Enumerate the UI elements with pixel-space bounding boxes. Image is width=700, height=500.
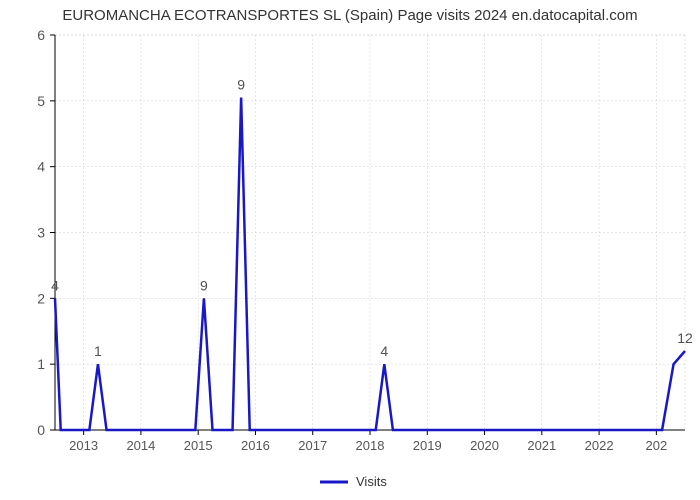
value-label: 4 — [51, 277, 59, 293]
x-tick-label: 2020 — [470, 438, 499, 453]
y-tick-label: 3 — [37, 225, 45, 241]
x-tick-label: 2016 — [241, 438, 270, 453]
y-tick-label: 2 — [37, 290, 45, 306]
legend-label: Visits — [356, 474, 387, 489]
x-tick-label: 2021 — [527, 438, 556, 453]
x-tick-label: 2013 — [69, 438, 98, 453]
line-chart: EUROMANCHA ECOTRANSPORTES SL (Spain) Pag… — [0, 0, 700, 500]
chart-svg: EUROMANCHA ECOTRANSPORTES SL (Spain) Pag… — [0, 0, 700, 500]
y-tick-label: 6 — [37, 27, 45, 43]
value-label: 12 — [677, 330, 693, 346]
x-tick-label: 2017 — [298, 438, 327, 453]
x-tick-label: 2019 — [413, 438, 442, 453]
x-tick-label: 202 — [646, 438, 668, 453]
value-label: 4 — [380, 343, 388, 359]
value-label: 9 — [200, 277, 208, 293]
y-tick-label: 5 — [37, 93, 45, 109]
x-tick-label: 2015 — [184, 438, 213, 453]
x-tick-label: 2022 — [585, 438, 614, 453]
chart-title: EUROMANCHA ECOTRANSPORTES SL (Spain) Pag… — [62, 7, 637, 24]
value-label: 1 — [94, 343, 102, 359]
y-tick-label: 1 — [37, 356, 45, 372]
y-tick-label: 0 — [37, 422, 45, 438]
y-tick-label: 4 — [37, 159, 45, 175]
x-tick-label: 2018 — [356, 438, 385, 453]
x-tick-label: 2014 — [126, 438, 155, 453]
value-label: 9 — [237, 77, 245, 93]
